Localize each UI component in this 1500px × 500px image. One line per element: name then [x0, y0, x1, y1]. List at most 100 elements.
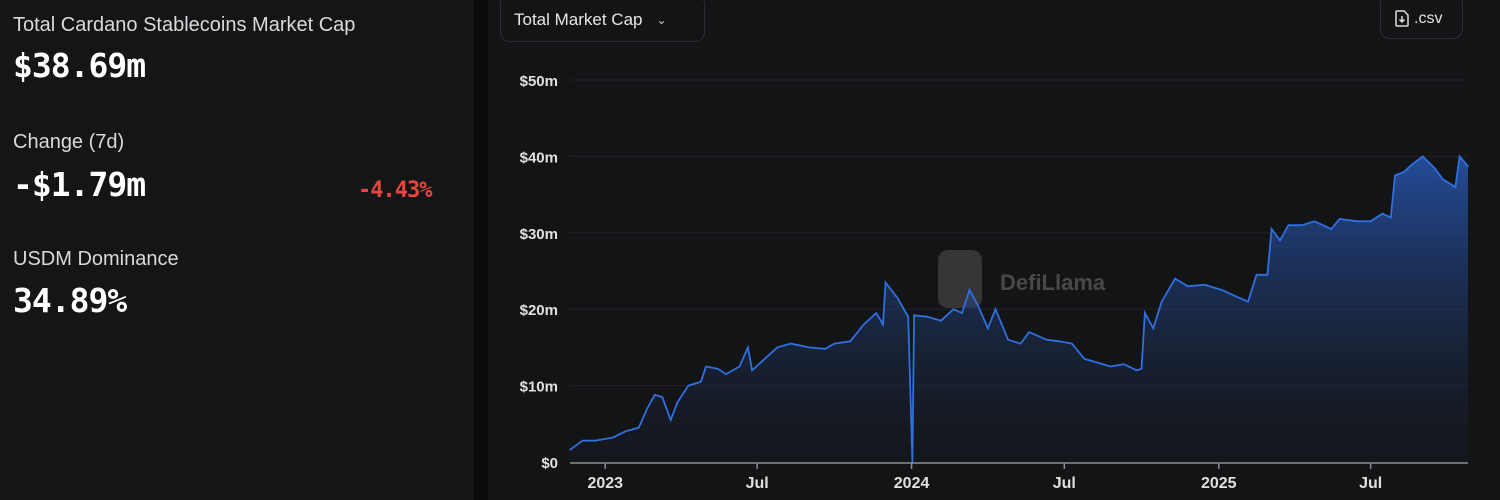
file-download-icon [1395, 10, 1409, 27]
data-point [725, 373, 727, 375]
data-point [1270, 228, 1273, 230]
stats-panel: Total Cardano Stablecoins Market Cap $38… [0, 0, 474, 500]
data-point [1152, 327, 1155, 330]
data-point [987, 327, 989, 330]
data-point [1356, 220, 1359, 223]
data-point [1221, 289, 1223, 291]
data-point [653, 393, 656, 396]
data-point [833, 342, 836, 345]
data-point [1442, 178, 1444, 181]
data-point [862, 323, 865, 326]
data-point [1007, 338, 1009, 341]
data-point [1045, 338, 1048, 341]
data-point [1433, 167, 1436, 169]
total-market-cap-value: $38.69m [13, 46, 146, 85]
y-tick-label: $10m [520, 379, 558, 396]
data-point [1389, 216, 1392, 219]
data-point [896, 296, 899, 299]
metric-select[interactable]: Total Market Cap ⌄ [500, 0, 705, 42]
data-point [1160, 300, 1163, 303]
data-point [1421, 155, 1424, 158]
data-point [1338, 218, 1341, 220]
data-point [952, 308, 955, 311]
dominance-value: 34.89% [13, 281, 127, 320]
data-point [1109, 365, 1112, 368]
data-point [676, 401, 679, 404]
svg-text:DefiLlama: DefiLlama [1000, 270, 1106, 295]
data-point [849, 340, 852, 343]
x-tick-label: 2025 [1201, 475, 1237, 492]
data-point [594, 439, 596, 442]
y-tick-label: $50m [520, 73, 558, 90]
data-point [1458, 155, 1461, 158]
data-point [661, 396, 664, 398]
data-point [1186, 285, 1189, 288]
x-tick-label: Jul [746, 475, 769, 492]
data-point [994, 308, 997, 311]
y-tick-label: $40m [520, 149, 558, 166]
data-point [638, 426, 640, 429]
data-point [1083, 358, 1086, 360]
data-point [882, 323, 884, 326]
watermark: DefiLlama [938, 250, 1106, 308]
data-point [1097, 361, 1099, 364]
data-point [1238, 296, 1240, 299]
data-point [1058, 340, 1061, 343]
data-point [940, 319, 942, 322]
data-point [961, 312, 963, 314]
data-point [1381, 212, 1384, 215]
data-point [1255, 274, 1258, 276]
data-point [1135, 369, 1138, 372]
area-fill [570, 156, 1468, 462]
y-tick-label: $20m [520, 302, 558, 319]
data-point [1394, 174, 1396, 177]
data-point [1403, 170, 1406, 173]
download-csv-button[interactable]: .csv [1380, 0, 1463, 39]
change-7d-value: -$1.79m [13, 165, 146, 204]
metric-select-label: Total Market Cap [514, 10, 643, 29]
x-tick-label: Jul [1053, 475, 1076, 492]
dominance-label: USDM Dominance [13, 248, 179, 270]
data-point [1279, 239, 1281, 242]
x-tick-label: 2023 [587, 475, 623, 492]
data-point [1411, 163, 1414, 165]
data-point [747, 346, 749, 349]
data-point [824, 348, 826, 350]
data-point [1330, 228, 1333, 230]
csv-label: .csv [1414, 9, 1443, 27]
data-point [907, 316, 910, 318]
x-tick-label: 2024 [894, 475, 930, 492]
data-point [1071, 342, 1073, 345]
data-point [913, 314, 915, 317]
data-point [1144, 312, 1146, 314]
data-point [968, 289, 971, 291]
data-point [581, 439, 584, 442]
data-point [687, 384, 690, 387]
data-point [738, 365, 741, 368]
panel-divider [474, 0, 488, 500]
data-point [1174, 277, 1176, 280]
chevron-down-icon: ⌄ [656, 13, 667, 27]
change-7d-label: Change (7d) [13, 131, 125, 153]
data-point [569, 448, 571, 451]
data-point [776, 346, 779, 349]
data-point [624, 430, 627, 433]
data-point [716, 367, 719, 370]
data-point [977, 304, 979, 307]
change-7d-percent: -4.43% [358, 178, 432, 203]
data-point [1301, 224, 1303, 226]
data-point [763, 358, 766, 360]
y-tick-label: $0 [541, 455, 558, 472]
total-market-cap-label: Total Cardano Stablecoins Market Cap [13, 14, 356, 36]
data-point [1247, 300, 1249, 303]
data-point [789, 342, 792, 345]
data-point [751, 369, 753, 372]
data-point [646, 407, 649, 410]
data-point [808, 346, 810, 349]
x-tick-label: Jul [1359, 475, 1382, 492]
data-point [669, 419, 672, 421]
data-point [1203, 283, 1206, 286]
data-point [1313, 220, 1316, 223]
data-point [700, 380, 702, 383]
